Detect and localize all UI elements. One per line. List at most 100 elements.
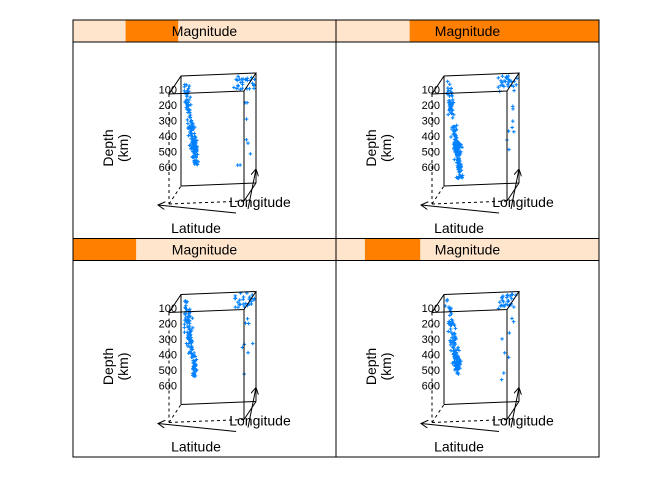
data-point: [504, 75, 509, 79]
data-point: [449, 86, 454, 91]
data-point: [456, 354, 460, 358]
data-point: [509, 292, 514, 297]
panel-border: [72, 238, 337, 458]
latitude-arrow: [158, 424, 237, 432]
data-point: [192, 131, 197, 136]
latitude-label: Latitude: [434, 220, 484, 236]
data-point: [193, 364, 198, 369]
data-point: [455, 140, 460, 144]
data-point: [237, 77, 242, 81]
data-point: [188, 102, 193, 107]
data-point: [449, 104, 454, 108]
box-hidden-edge: [168, 419, 245, 423]
data-point: [506, 299, 511, 304]
box-hidden-edge: [431, 404, 445, 423]
data-point: [192, 366, 196, 371]
data-point: [449, 323, 454, 327]
latitude-arrow: [421, 205, 500, 214]
data-point: [246, 321, 251, 326]
data-point: [236, 84, 241, 88]
data-point: [192, 371, 197, 376]
box-edge: [443, 182, 520, 187]
box-hidden-edge: [431, 419, 508, 423]
depth-tick-label: 300: [159, 334, 177, 346]
data-point: [445, 79, 450, 84]
panel-2: Magnitude 100 200 300 400 500 600 Depth(km) Lati…: [335, 238, 600, 458]
depth-axis-title: Depth(km): [100, 129, 131, 166]
data-point: [445, 297, 450, 302]
data-point: [182, 325, 187, 330]
data-point: [449, 312, 454, 316]
data-point: [458, 164, 462, 169]
data-point: [507, 78, 512, 83]
data-point: [500, 337, 504, 341]
data-point: [453, 354, 458, 359]
depth-axis-title: Depth(km): [100, 348, 131, 385]
data-point: [450, 98, 455, 102]
data-point: [185, 94, 189, 98]
depth-axis-title-line1: Depth: [100, 129, 116, 166]
points-group: [443, 292, 518, 382]
data-point: [458, 362, 462, 367]
points-group: [445, 74, 519, 181]
strip-label: Magnitude: [172, 23, 238, 39]
data-point: [188, 95, 193, 99]
data-point: [243, 301, 248, 306]
data-point: [448, 327, 453, 331]
data-point: [238, 87, 243, 92]
data-point: [451, 132, 456, 137]
data-point: [194, 357, 199, 362]
data-point: [447, 305, 451, 309]
data-point: [456, 176, 461, 181]
data-point: [456, 144, 461, 149]
data-point: [252, 86, 256, 91]
longitude-label: Longitude: [229, 194, 291, 210]
data-point: [447, 306, 452, 311]
box-edge: [180, 182, 257, 187]
data-point: [186, 133, 191, 138]
data-point: [501, 294, 505, 298]
data-point: [236, 300, 240, 305]
data-point: [509, 79, 514, 84]
strip-range-bar: [409, 20, 599, 42]
data-point: [446, 86, 450, 90]
panel-4: Magnitude 100 200 300 400 500 600 Depth(km) Lati…: [335, 19, 600, 239]
data-point: [453, 326, 458, 331]
strip-label: Magnitude: [435, 242, 501, 258]
data-point: [187, 315, 191, 320]
data-point: [245, 316, 250, 321]
data-point: [193, 354, 198, 359]
data-point: [247, 295, 252, 299]
data-point: [507, 331, 512, 335]
strip-range-bar: [73, 239, 137, 260]
data-point: [511, 107, 515, 111]
box-hidden-edge: [168, 185, 182, 205]
data-point: [449, 110, 453, 115]
depth-axis-title-line2: (km): [115, 134, 131, 162]
data-point: [453, 334, 457, 339]
data-point: [189, 134, 194, 138]
data-point: [446, 329, 451, 334]
data-point: [449, 317, 454, 322]
longitude-arrow: [510, 388, 519, 428]
data-point: [182, 85, 187, 89]
depth-tick-label: 300: [422, 334, 440, 346]
data-point: [193, 144, 198, 149]
box-edge: [243, 182, 257, 202]
data-point: [186, 100, 191, 105]
data-point: [189, 128, 194, 133]
data-point: [194, 158, 198, 163]
data-point: [496, 85, 501, 89]
data-point: [454, 336, 458, 340]
data-point: [187, 115, 192, 119]
data-point: [447, 82, 452, 87]
data-point: [448, 106, 452, 111]
strip-border: [335, 19, 600, 43]
data-point: [188, 327, 192, 331]
data-point: [193, 138, 198, 143]
data-point: [456, 358, 460, 362]
data-point: [240, 80, 245, 85]
data-point: [183, 305, 187, 310]
data-point: [234, 77, 239, 82]
points-group: [182, 291, 257, 379]
